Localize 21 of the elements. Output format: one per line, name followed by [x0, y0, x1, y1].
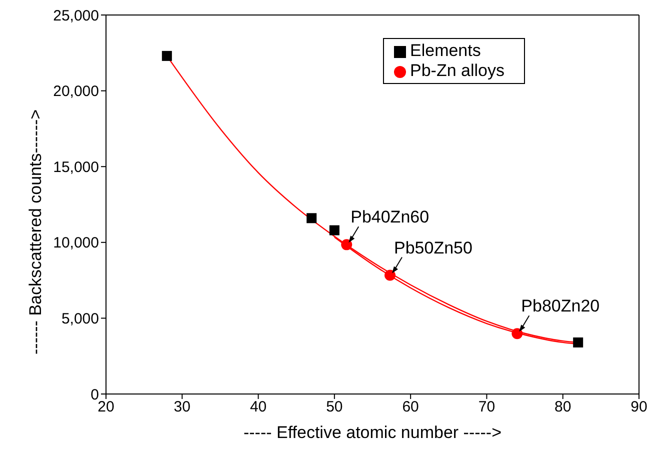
x-tick-label: 80	[554, 398, 572, 416]
y-tick-label: 20,000	[53, 83, 99, 100]
y-tick-label: 5,000	[61, 310, 99, 328]
legend-label: Pb-Zn alloys	[410, 61, 504, 80]
legend-label: Elements	[410, 41, 481, 60]
x-tick-label: 70	[478, 398, 496, 416]
x-tick-label: 40	[250, 398, 267, 416]
x-tick-label: 30	[174, 398, 190, 416]
y-tick-label: 25,000	[53, 7, 99, 24]
x-tick-label: 20	[98, 398, 114, 416]
y-tick-label: 10,000	[53, 234, 99, 252]
annotation: Pb50Zn50	[394, 238, 472, 258]
x-tick-label: 90	[630, 398, 648, 416]
y-tick-label: 0	[90, 386, 99, 404]
x-tick-label: 50	[326, 398, 343, 416]
x-tick-label: 60	[402, 398, 419, 416]
annotation: Pb80Zn20	[521, 296, 600, 316]
x-axis-title: ----- Effective atomic number ----->	[243, 423, 502, 442]
y-tick-label: 15,000	[53, 158, 99, 176]
y-axis-title: ------ Backscattered counts------>	[26, 109, 46, 354]
annotation: Pb40Zn60	[350, 208, 430, 227]
